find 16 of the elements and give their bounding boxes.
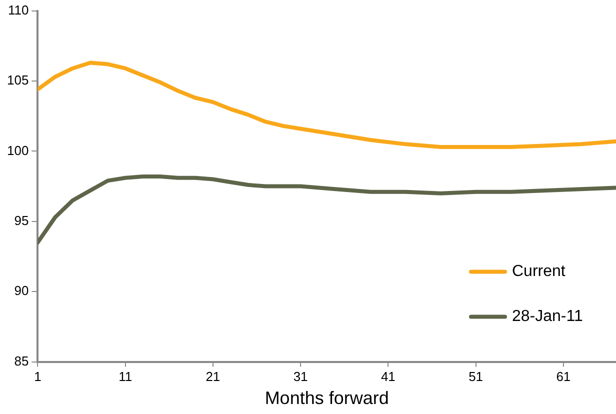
- y-tick-label: 90: [14, 283, 29, 298]
- y-tick-label: 95: [14, 212, 29, 228]
- legend-label: Current: [512, 263, 566, 280]
- x-tick-label: 41: [380, 369, 396, 384]
- x-tick-label: 11: [118, 369, 132, 384]
- x-tick-label: 51: [468, 369, 484, 384]
- x-tick-label: 31: [293, 369, 308, 384]
- y-tick-label: 100: [6, 142, 29, 158]
- y-tick-label: 110: [8, 2, 29, 18]
- y-tick-label: 85: [14, 353, 29, 368]
- x-tick-label: 21: [206, 369, 220, 384]
- x-tick-label: 1: [34, 369, 42, 384]
- x-tick-label: 61: [556, 369, 571, 384]
- x-axis-title: Months forward: [264, 388, 389, 408]
- y-tick-label: 105: [6, 72, 29, 88]
- legend-label: 28-Jan-11: [512, 308, 583, 326]
